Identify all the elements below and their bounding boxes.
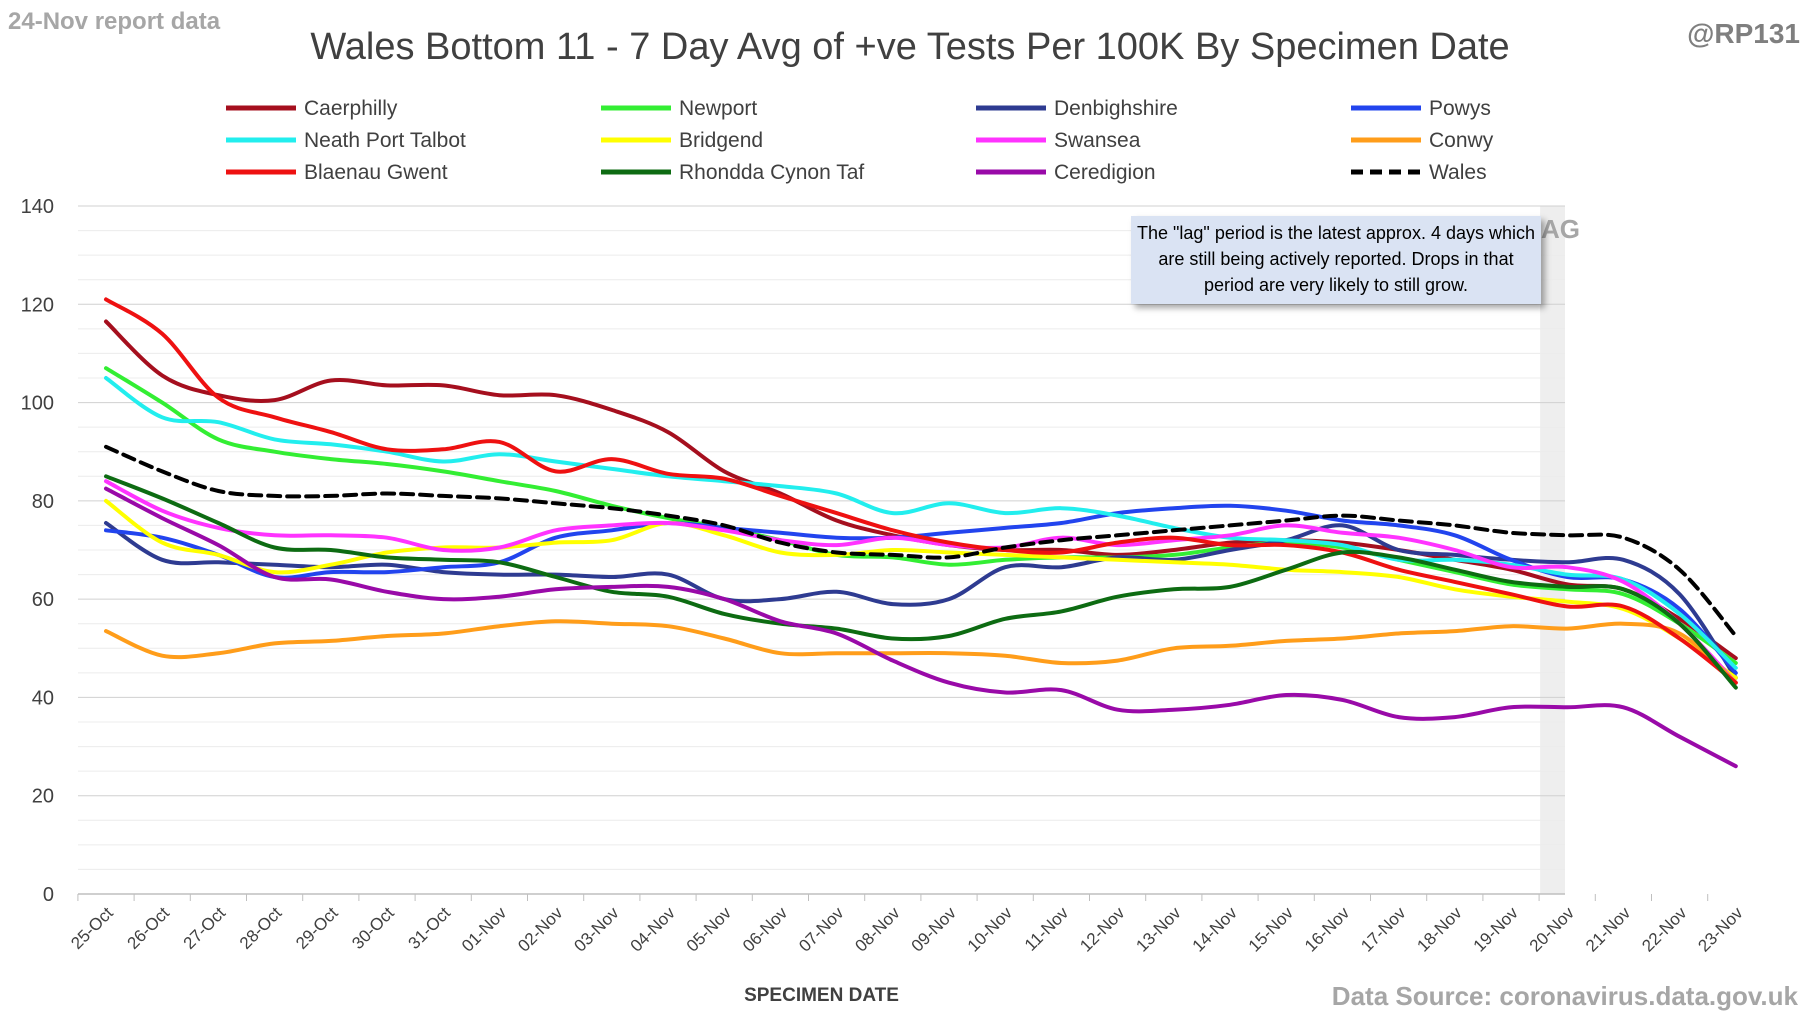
series-line-rhondda-cynon-taf bbox=[104, 474, 1738, 690]
x-tick-label: 06-Nov bbox=[739, 903, 792, 956]
x-axis-label: SPECIMEN DATE bbox=[744, 985, 899, 1006]
lag-note: The "lag" period is the latest approx. 4… bbox=[1131, 216, 1541, 304]
legend-label-neath-port-talbot: Neath Port Talbot bbox=[304, 129, 466, 152]
series-line-wales bbox=[104, 444, 1738, 638]
y-tick-label: 20 bbox=[32, 786, 54, 808]
y-tick-label: 80 bbox=[32, 491, 54, 513]
y-tick-label: 40 bbox=[32, 687, 54, 709]
x-tick-label: 11-Nov bbox=[1021, 903, 1073, 955]
y-tick-label: 100 bbox=[21, 393, 54, 415]
x-tick-label: 05-Nov bbox=[683, 903, 736, 956]
series-line-ceredigion bbox=[104, 486, 1738, 769]
x-tick-label: 30-Oct bbox=[348, 903, 398, 953]
series-line-bridgend bbox=[104, 498, 1738, 680]
x-tick-label: 21-Nov bbox=[1582, 903, 1635, 956]
x-tick-label: 22-Nov bbox=[1638, 903, 1691, 956]
series-lines bbox=[104, 297, 1738, 769]
data-source: Data Source: coronavirus.data.gov.uk bbox=[1331, 981, 1798, 1011]
series-line-blaenau-gwent bbox=[104, 297, 1738, 685]
x-tick-label: 08-Nov bbox=[851, 903, 904, 956]
x-tick-label: 20-Nov bbox=[1526, 903, 1579, 956]
x-tick-label: 25-Oct bbox=[67, 903, 117, 953]
author-handle: @RP131 bbox=[1687, 18, 1800, 49]
x-tick-label: 14-Nov bbox=[1189, 903, 1242, 956]
x-tick-label: 16-Nov bbox=[1301, 903, 1354, 956]
x-tick-label: 04-Nov bbox=[627, 903, 680, 956]
x-tick-label: 23-Nov bbox=[1694, 903, 1747, 956]
chart-title: Wales Bottom 11 - 7 Day Avg of +ve Tests… bbox=[310, 26, 1510, 68]
legend-label-caerphilly: Caerphilly bbox=[304, 97, 398, 120]
x-tick-label: 07-Nov bbox=[795, 903, 848, 956]
legend-label-newport: Newport bbox=[679, 97, 757, 120]
x-tick-label: 02-Nov bbox=[514, 903, 567, 956]
y-tick-label: 0 bbox=[43, 884, 54, 906]
legend-label-swansea: Swansea bbox=[1054, 129, 1141, 152]
series-line-powys bbox=[104, 503, 1738, 675]
legend-label-wales: Wales bbox=[1429, 161, 1487, 184]
x-tick-label: 03-Nov bbox=[570, 903, 623, 956]
x-tick-label: 01-Nov bbox=[458, 903, 511, 956]
x-tick-label: 17-Nov bbox=[1357, 903, 1410, 956]
legend-label-bridgend: Bridgend bbox=[679, 129, 763, 152]
y-tick-label: 140 bbox=[21, 196, 54, 218]
legend-label-powys: Powys bbox=[1429, 97, 1491, 120]
series-line-conwy bbox=[104, 619, 1738, 685]
legend-label-blaenau-gwent: Blaenau Gwent bbox=[304, 161, 448, 184]
x-tick-label: 26-Oct bbox=[124, 903, 174, 953]
legend-label-conwy: Conwy bbox=[1429, 129, 1494, 152]
y-tick-label: 60 bbox=[32, 589, 54, 611]
legend-label-denbighshire: Denbighshire bbox=[1054, 97, 1178, 120]
legend: Caerphilly Newport Denbighshire Powys Neath … bbox=[226, 97, 1494, 184]
x-tick-label: 18-Nov bbox=[1413, 903, 1466, 956]
y-tick-label: 120 bbox=[21, 294, 54, 316]
series-line-caerphilly bbox=[104, 319, 1738, 661]
x-tick-label: 19-Nov bbox=[1470, 903, 1523, 956]
series-line-newport bbox=[104, 366, 1738, 665]
report-tag: 24-Nov report data bbox=[8, 8, 221, 35]
x-tick-label: 15-Nov bbox=[1245, 903, 1298, 956]
legend-label-rhondda-cynon-taf: Rhondda Cynon Taf bbox=[679, 161, 864, 184]
x-tick-label: 31-Oct bbox=[405, 903, 455, 953]
x-tick-label: 13-Nov bbox=[1132, 903, 1185, 956]
series-line-neath-port-talbot bbox=[104, 376, 1738, 670]
x-tick-label: 12-Nov bbox=[1076, 903, 1129, 956]
x-tick-label: 28-Oct bbox=[236, 903, 286, 953]
series-line-swansea bbox=[104, 479, 1738, 685]
legend-label-ceredigion: Ceredigion bbox=[1054, 161, 1156, 184]
x-tick-label: 09-Nov bbox=[908, 903, 961, 956]
x-tick-label: 29-Oct bbox=[292, 903, 342, 953]
x-tick-label: 27-Oct bbox=[180, 903, 230, 953]
x-tick-label: 10-Nov bbox=[964, 903, 1017, 956]
